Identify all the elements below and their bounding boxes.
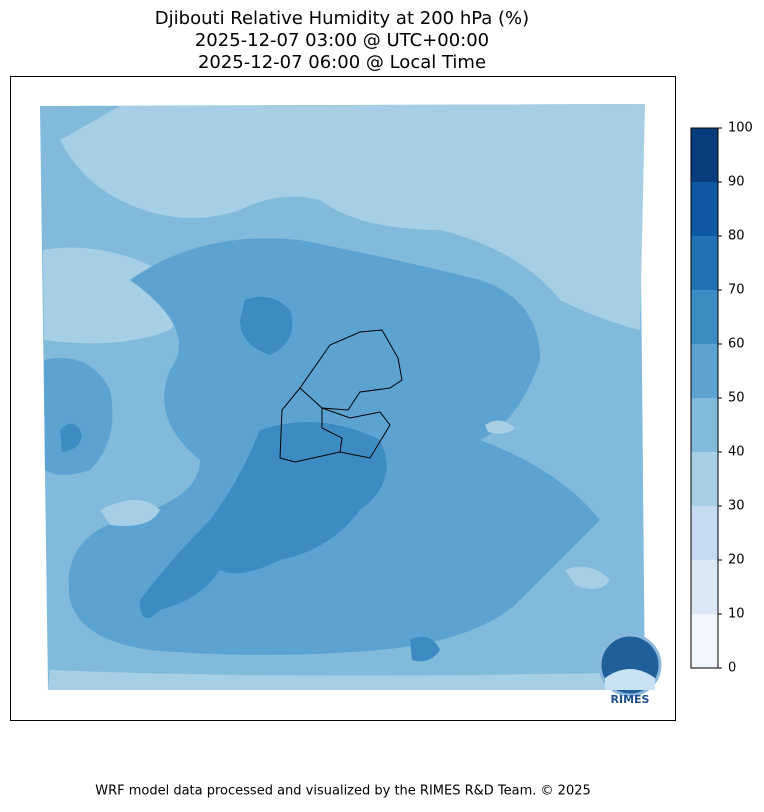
colorbar-tick-label: 30 [728,499,745,514]
colorbar-tick-label: 80 [728,229,745,244]
country-border [279,387,391,463]
colorbar-tick-label: 100 [728,121,753,136]
colorbar: 0 10 20 30 40 50 60 70 80 90 100 [690,121,753,676]
logo-text: RIMES [611,693,650,706]
colorbar-tick-label: 70 [728,283,745,298]
footer: WRF model data processed and visualized … [95,784,591,799]
country-border [299,329,403,411]
colorbar-band [691,236,718,290]
colorbar-band [691,344,718,398]
colorbar-tick-label: 0 [728,661,736,676]
map-frame [10,76,676,721]
colorbar-band [691,614,718,668]
colorbar-band [691,452,718,506]
colorbar-tick-label: 60 [728,337,745,352]
colorbar-band [691,290,718,344]
colorbar-tick-label: 50 [728,391,745,406]
colorbar-tick-label: 20 [728,553,745,568]
colorbar-tick-label: 40 [728,445,745,460]
colorbar-tick-label: 10 [728,607,745,622]
colorbar-band [691,560,718,614]
colorbar-band [691,128,718,182]
colorbar-band [691,398,718,452]
logo: RIMES [598,633,662,706]
colorbar-band [691,506,718,560]
subtitle: 2025-12-07 03:00 @ UTC+00:00 [195,30,489,51]
region-border [321,408,343,453]
subtitle: 2025-12-07 06:00 @ Local Time [198,52,486,73]
colorbar-band [691,182,718,236]
title: Djibouti Relative Humidity at 200 hPa (%… [155,8,529,29]
humidity-field [40,104,645,690]
colorbar-tick-label: 90 [728,175,745,190]
